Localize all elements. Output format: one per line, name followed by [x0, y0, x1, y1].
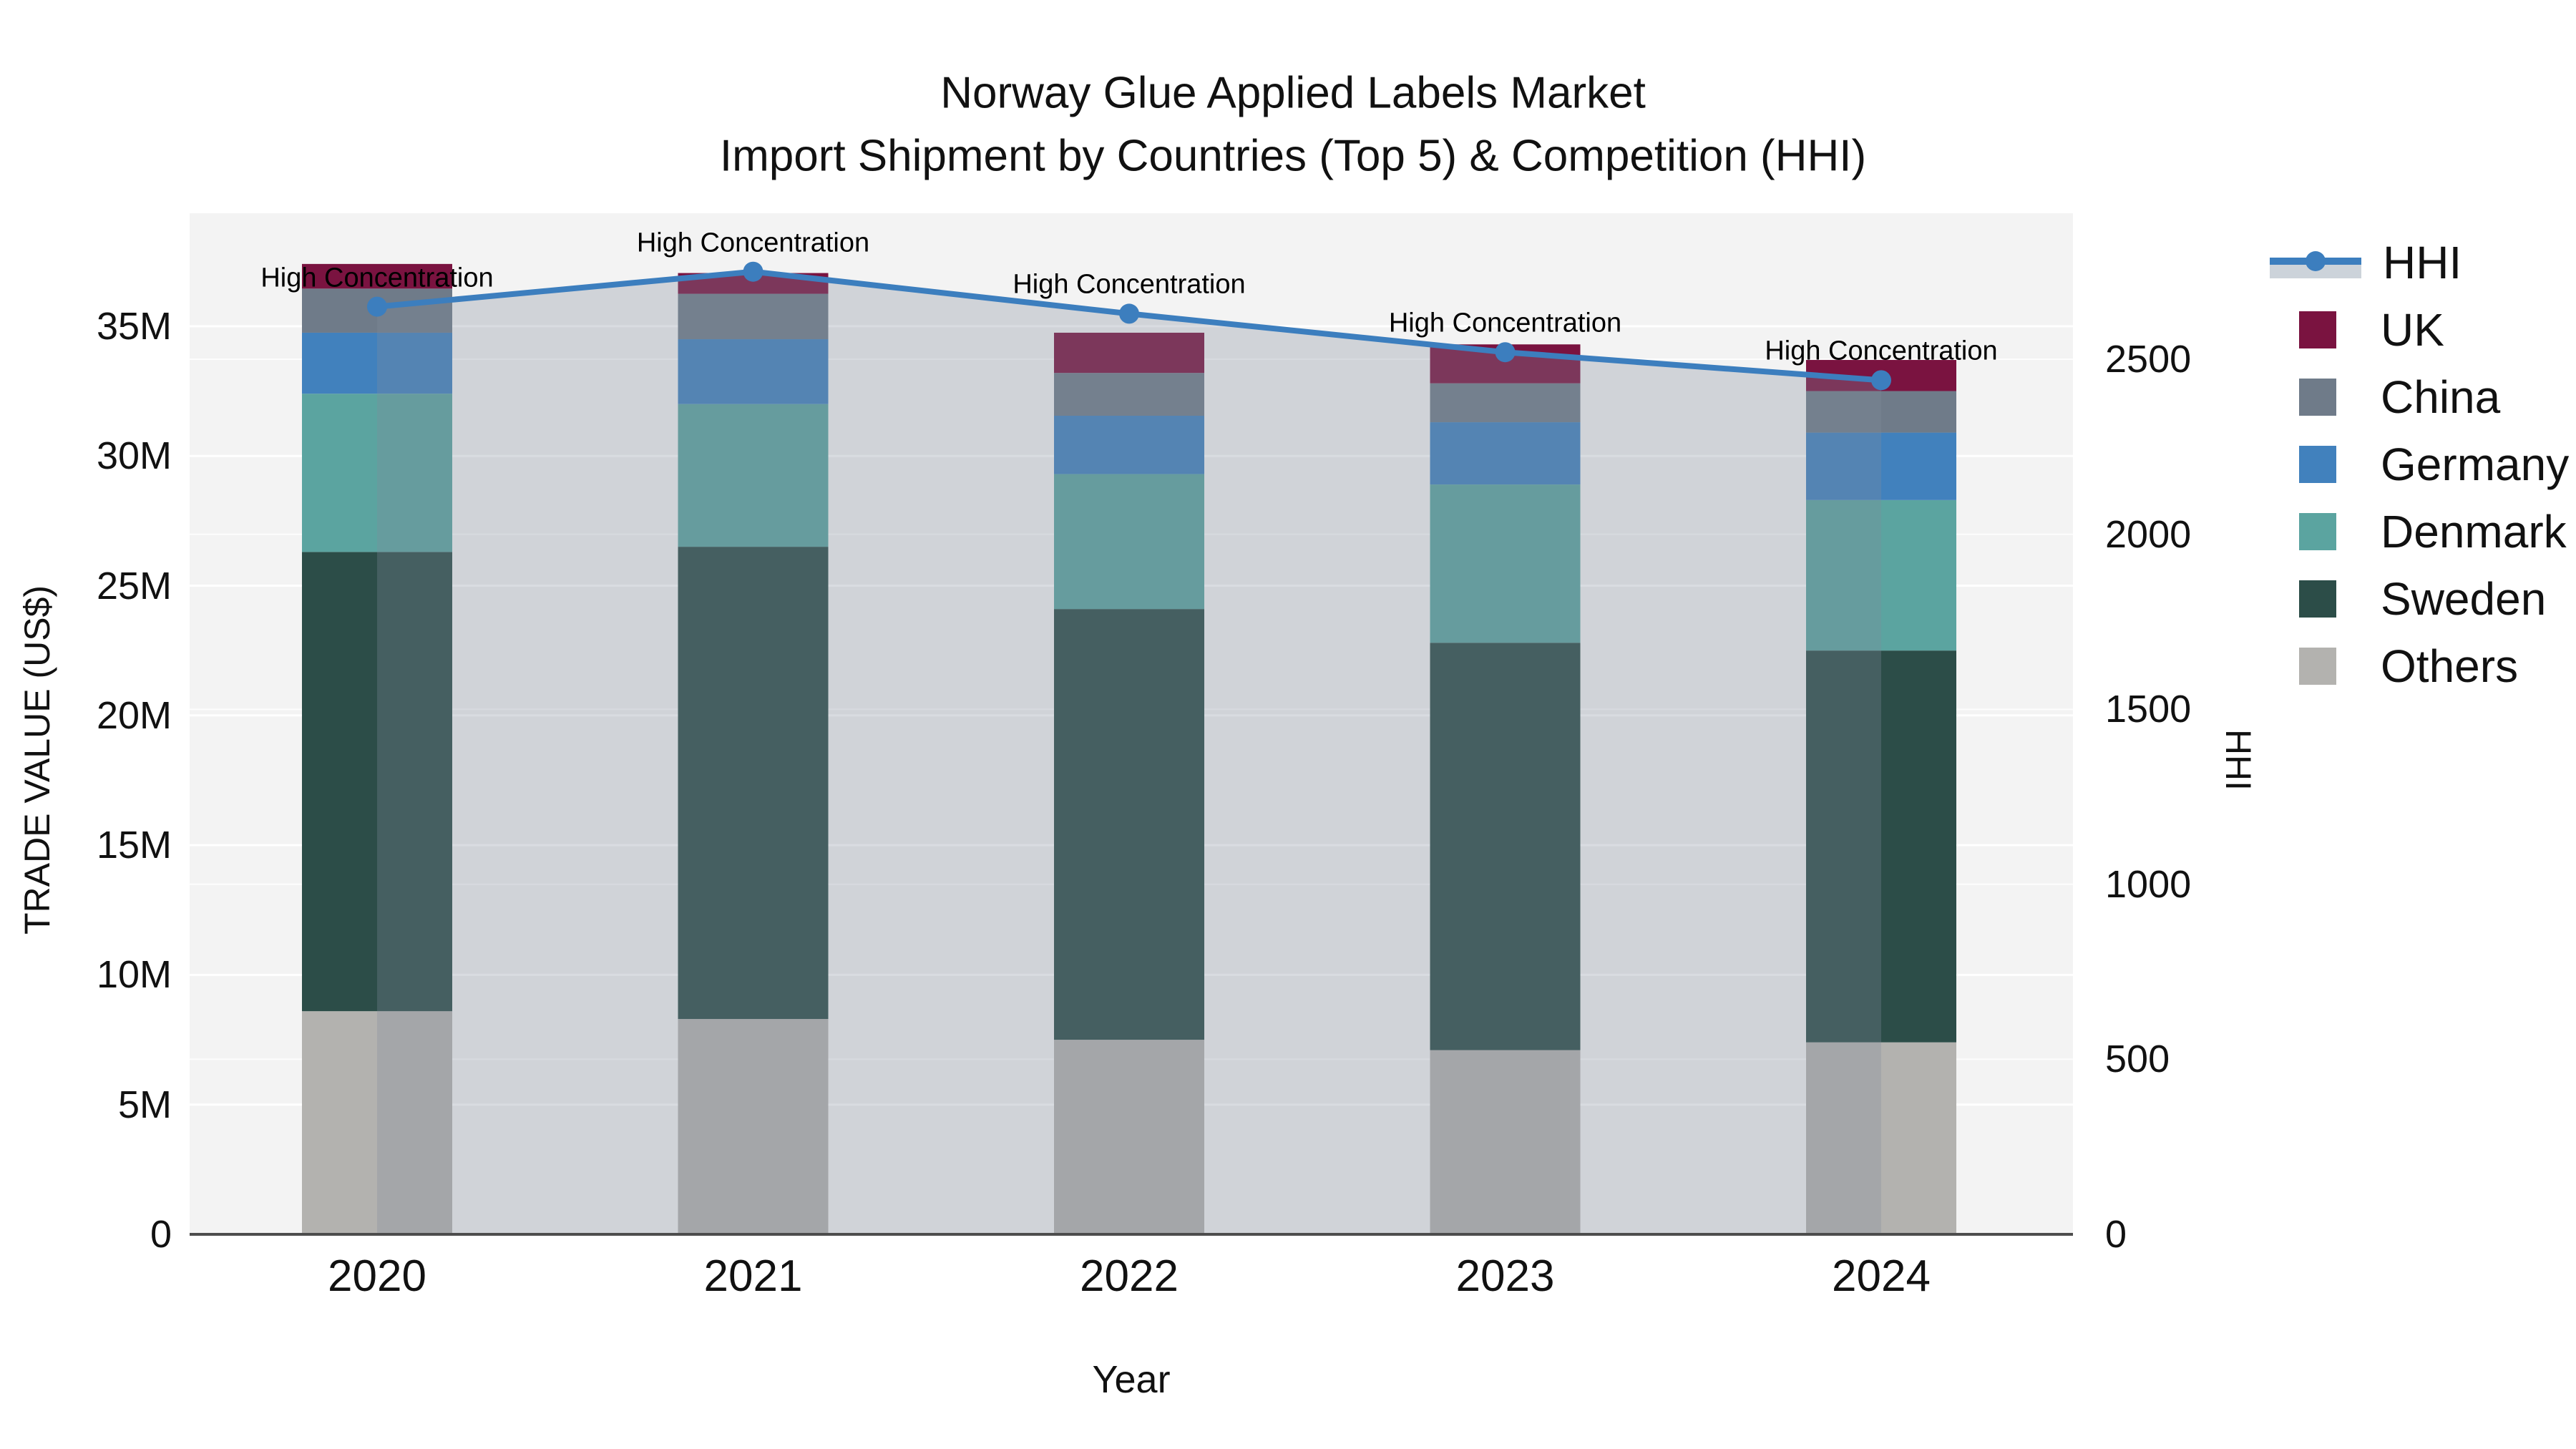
bar-segment-sweden-2024[interactable] — [1806, 650, 1956, 1043]
annotation-high-concentration-2020: High Concentration — [260, 263, 494, 293]
hhi-marker-2023[interactable] — [1495, 342, 1516, 363]
y-right-tick-0: 0 — [2105, 1213, 2127, 1256]
chart-title-line2: Import Shipment by Countries (Top 5) & C… — [719, 131, 1867, 181]
bar-segment-others-2022[interactable] — [1054, 1040, 1204, 1234]
bar-segment-others-2020[interactable] — [302, 1011, 452, 1234]
bar-segment-denmark-2024[interactable] — [1806, 499, 1956, 651]
annotation-high-concentration-2022: High Concentration — [1013, 269, 1246, 300]
bar-segment-others-2023[interactable] — [1430, 1050, 1581, 1234]
legend-label-uk: UK — [2381, 304, 2444, 356]
annotation-high-concentration-2023: High Concentration — [1388, 308, 1622, 338]
legend-hhi-line-sample — [2267, 241, 2367, 284]
bar-segment-china-2023[interactable] — [1430, 383, 1581, 423]
annotation-high-concentration-2024: High Concentration — [1765, 336, 1998, 366]
legend-item-others[interactable]: Others — [2267, 640, 2518, 693]
legend-swatch-sweden — [2299, 580, 2336, 618]
bar-segment-germany-2021[interactable] — [678, 339, 829, 404]
x-tick-2021: 2021 — [703, 1252, 803, 1301]
legend-swatch-china — [2299, 379, 2336, 416]
bar-segment-uk-2022[interactable] — [1054, 332, 1204, 374]
hhi-marker-2021[interactable] — [743, 261, 763, 282]
bar-segment-germany-2023[interactable] — [1430, 422, 1581, 485]
y-right-tick-2000: 2000 — [2105, 512, 2192, 556]
legend-item-germany[interactable]: Germany — [2267, 438, 2569, 491]
y-right-tick-1500: 1500 — [2105, 688, 2192, 731]
y-left-tick-30M: 30M — [96, 434, 172, 478]
bar-segment-sweden-2020[interactable] — [302, 552, 452, 1012]
legend-swatch-germany — [2299, 446, 2336, 483]
bar-segment-denmark-2020[interactable] — [302, 394, 452, 552]
chart-title-line1: Norway Glue Applied Labels Market — [940, 68, 1646, 118]
legend-label-china: China — [2381, 371, 2501, 423]
bar-segment-uk-2020[interactable] — [302, 263, 452, 289]
y-left-tick-15M: 15M — [96, 824, 172, 867]
bar-segment-denmark-2021[interactable] — [678, 404, 829, 547]
hhi-area-fill — [377, 271, 1881, 1235]
bar-segment-sweden-2021[interactable] — [678, 547, 829, 1020]
bar-segment-sweden-2023[interactable] — [1430, 643, 1581, 1050]
annotation-high-concentration-2021: High Concentration — [636, 228, 870, 258]
legend-label-denmark: Denmark — [2381, 506, 2567, 557]
legend-item-china[interactable]: China — [2267, 371, 2500, 424]
y-left-tick-35M: 35M — [96, 304, 172, 348]
y-axis-right-title: HHI — [2218, 728, 2258, 791]
legend-item-hhi[interactable]: HHI — [2267, 236, 2462, 289]
legend-item-uk[interactable]: UK — [2267, 303, 2444, 356]
hhi-marker-2024[interactable] — [1871, 370, 1891, 391]
x-tick-2024: 2024 — [1832, 1252, 1931, 1301]
legend-swatch-uk — [2299, 311, 2336, 348]
bar-segment-china-2024[interactable] — [1806, 391, 1956, 433]
bar-segment-denmark-2023[interactable] — [1430, 484, 1581, 643]
y-left-tick-25M: 25M — [96, 564, 172, 608]
legend-label-hhi: HHI — [2383, 237, 2462, 288]
y-right-tick-500: 500 — [2105, 1038, 2170, 1081]
legend-label-sweden: Sweden — [2381, 573, 2547, 625]
legend-swatch-denmark — [2299, 513, 2336, 550]
y-right-tick-1000: 1000 — [2105, 862, 2192, 906]
legend-label-germany: Germany — [2381, 439, 2570, 490]
y-left-tick-10M: 10M — [96, 953, 172, 997]
bar-segment-others-2024[interactable] — [1806, 1042, 1956, 1234]
bar-segment-germany-2024[interactable] — [1806, 432, 1956, 500]
hhi-marker-2022[interactable] — [1119, 303, 1139, 324]
bar-segment-china-2022[interactable] — [1054, 373, 1204, 416]
x-tick-2020: 2020 — [328, 1252, 426, 1301]
bar-segment-others-2021[interactable] — [678, 1019, 829, 1234]
bar-segment-china-2021[interactable] — [678, 293, 829, 340]
y-left-tick-0: 0 — [150, 1213, 172, 1256]
x-axis-title: Year — [1092, 1358, 1171, 1401]
bar-segment-sweden-2022[interactable] — [1054, 609, 1204, 1040]
legend-label-others: Others — [2381, 640, 2519, 692]
y-right-tick-2500: 2500 — [2105, 338, 2192, 381]
bar-segment-denmark-2022[interactable] — [1054, 474, 1204, 610]
x-tick-2023: 2023 — [1455, 1252, 1555, 1301]
bar-segment-germany-2020[interactable] — [302, 332, 452, 394]
legend-swatch-others — [2299, 648, 2336, 685]
y-left-tick-20M: 20M — [96, 693, 172, 737]
y-axis-left-title: TRADE VALUE (US$) — [17, 585, 57, 935]
y-left-tick-5M: 5M — [117, 1083, 172, 1126]
hhi-marker-2020[interactable] — [367, 296, 387, 317]
x-tick-2022: 2022 — [1080, 1252, 1179, 1301]
legend-item-sweden[interactable]: Sweden — [2267, 572, 2546, 625]
bar-segment-germany-2022[interactable] — [1054, 415, 1204, 474]
legend-item-denmark[interactable]: Denmark — [2267, 505, 2567, 558]
